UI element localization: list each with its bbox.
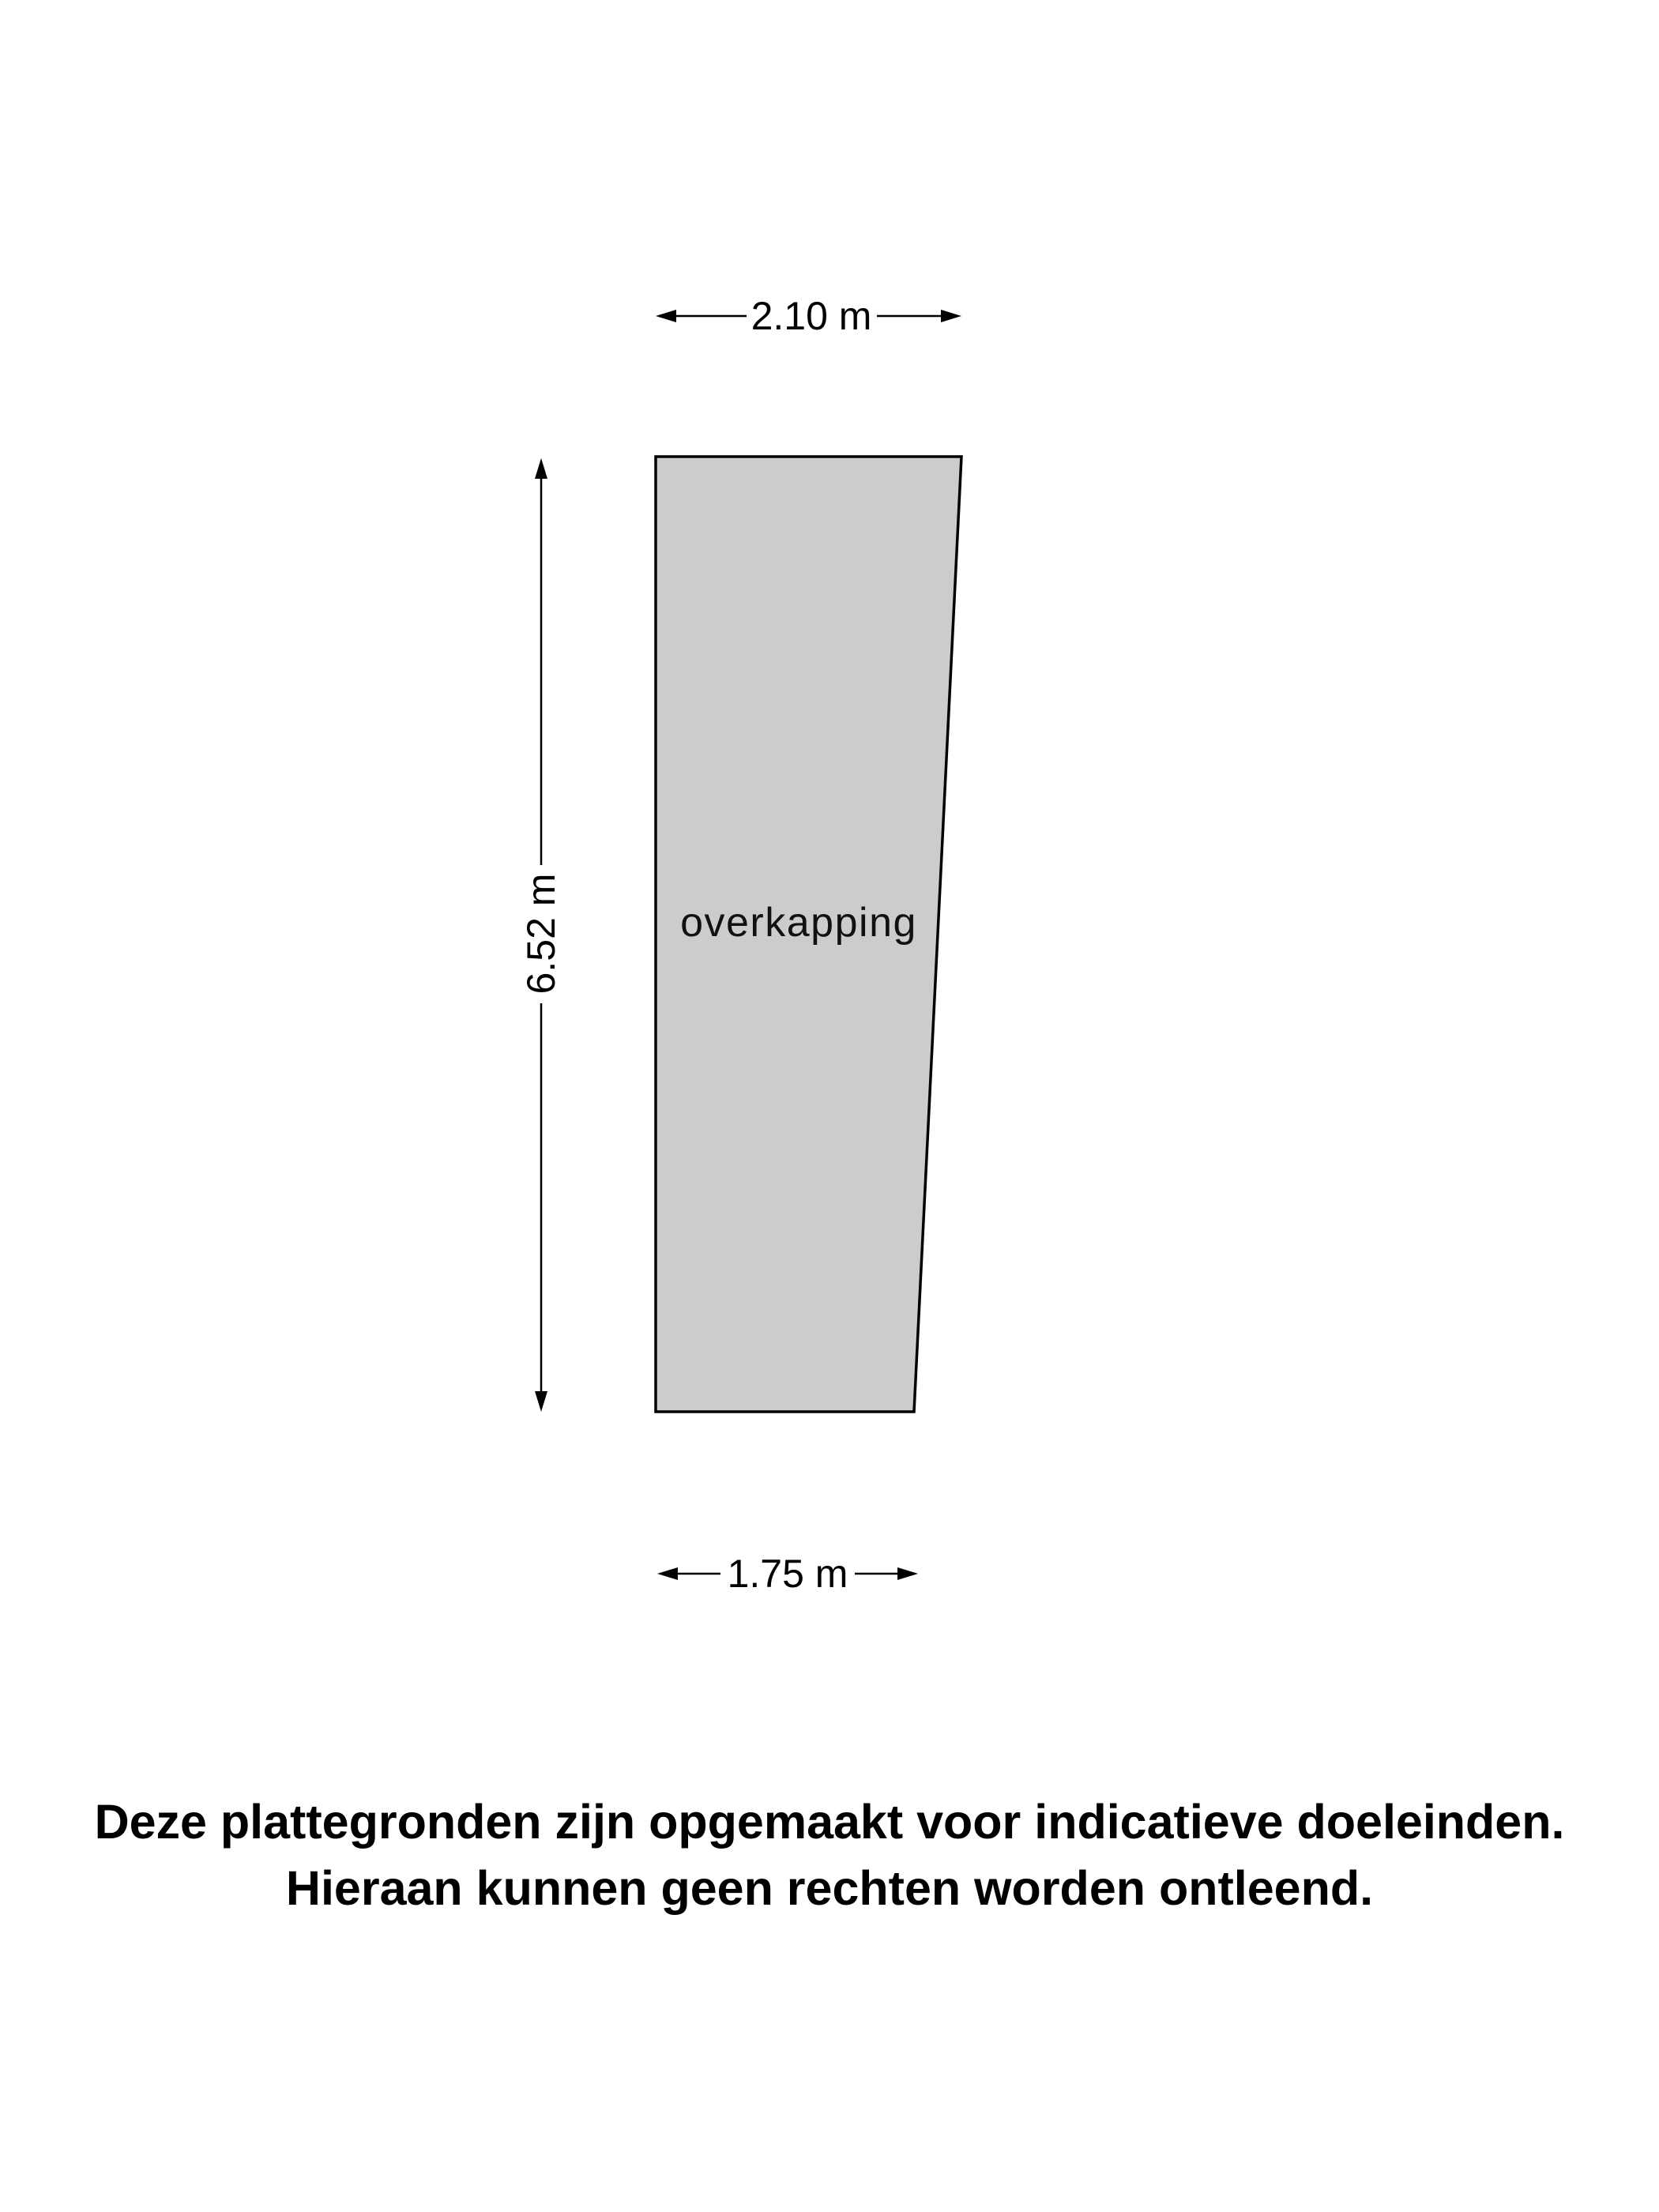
- dimension-left: 6.52 m: [519, 458, 563, 1412]
- disclaimer-line-2: Hieraan kunnen geen rechten worden ontle…: [286, 1861, 1373, 1915]
- dimension-top: 2.10 m: [656, 294, 961, 338]
- arrow-down-icon: [535, 1391, 547, 1412]
- arrow-left-icon: [656, 310, 676, 322]
- dimension-bottom: 1.75 m: [657, 1552, 918, 1596]
- disclaimer: Deze plattegronden zijn opgemaakt voor i…: [95, 1795, 1565, 1915]
- room-label: overkapping: [680, 900, 917, 946]
- room-overkapping-shape: [654, 455, 963, 1413]
- disclaimer-line-1: Deze plattegronden zijn opgemaakt voor i…: [95, 1795, 1565, 1849]
- arrow-up-icon: [535, 458, 547, 479]
- dimension-top-label: 2.10 m: [751, 294, 872, 338]
- dimension-bottom-label: 1.75 m: [728, 1552, 848, 1596]
- arrow-right-icon: [941, 310, 961, 322]
- arrow-left-icon: [657, 1567, 678, 1580]
- arrow-right-icon: [897, 1567, 918, 1580]
- dimension-left-label: 6.52 m: [519, 874, 563, 995]
